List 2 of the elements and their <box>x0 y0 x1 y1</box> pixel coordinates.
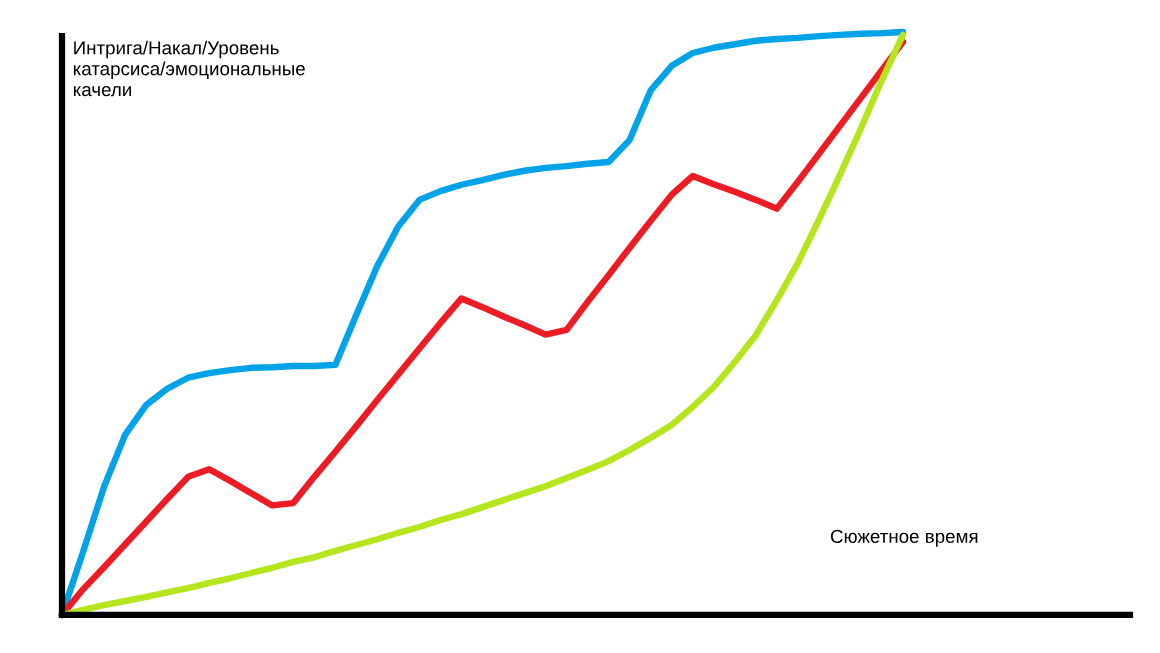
x-axis-title: Сюжетное время <box>830 529 978 547</box>
y-axis-title: Интрига/Накал/Уровень катарсиса/эмоциональные качели <box>73 40 305 97</box>
